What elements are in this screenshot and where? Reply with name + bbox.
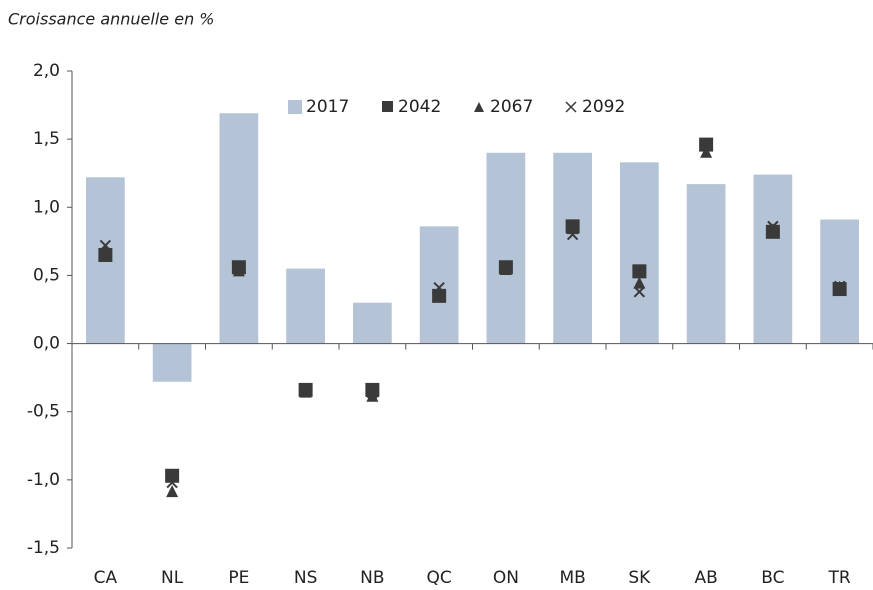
- x-tick-label: ON: [493, 568, 519, 588]
- y-tick-label: 0,5: [33, 265, 60, 285]
- x-tick-label: SK: [628, 568, 651, 588]
- legend-label: 2042: [398, 97, 441, 117]
- marker-triangle: [766, 223, 779, 236]
- x-tick-label: NB: [360, 568, 384, 588]
- bar: [353, 302, 392, 344]
- x-tick-label: PE: [228, 568, 249, 588]
- y-tick-label: 2,0: [33, 61, 60, 81]
- marker-triangle: [700, 145, 713, 158]
- legend-swatch: [565, 101, 577, 113]
- x-tick-label: NL: [161, 568, 184, 588]
- marker-square: [632, 264, 647, 279]
- marker-x: [166, 476, 178, 489]
- y-tick-label: 1,0: [33, 197, 60, 217]
- x-tick-label: AB: [694, 568, 717, 588]
- marker-x: [366, 386, 379, 399]
- marker-x: [633, 286, 646, 298]
- y-tick-label: -1,0: [27, 470, 60, 490]
- x-tick-label: TR: [828, 568, 851, 588]
- y-tick-label: 1,5: [33, 129, 60, 149]
- marker-x: [500, 262, 512, 275]
- y-tick-label: -0,5: [27, 402, 60, 422]
- x-tick-label: CA: [94, 568, 118, 588]
- marker-x: [233, 262, 245, 275]
- marker-triangle: [633, 276, 646, 289]
- marker-triangle: [99, 243, 112, 256]
- legend-label: 2067: [490, 97, 533, 117]
- marker-triangle: [166, 485, 179, 498]
- y-tick-label: 0,0: [33, 334, 60, 354]
- marker-triangle: [433, 286, 446, 299]
- y-tick-label: -1,5: [27, 538, 60, 558]
- bar: [553, 152, 592, 344]
- marker-x: [566, 228, 579, 241]
- x-tick-label: QC: [426, 568, 451, 588]
- marker-x: [700, 140, 712, 152]
- legend-label: 2017: [306, 97, 349, 117]
- marker-triangle: [232, 264, 245, 277]
- marker-x: [433, 281, 445, 294]
- marker-x: [99, 239, 112, 252]
- legend-swatch: [382, 101, 393, 112]
- legend-swatch: [288, 100, 302, 114]
- x-tick-label: BC: [761, 568, 784, 588]
- bar: [286, 268, 325, 344]
- bar: [686, 184, 726, 344]
- bar: [419, 226, 459, 344]
- legend-label: 2092: [582, 97, 625, 117]
- x-tick-label: MB: [559, 568, 585, 588]
- marker-square: [165, 468, 180, 483]
- bar: [486, 152, 526, 344]
- legend-swatch: [474, 102, 484, 112]
- chart-title: Croissance annuelle en %: [8, 10, 215, 29]
- bar: [753, 174, 793, 344]
- bar: [152, 343, 192, 382]
- marker-x: [767, 220, 779, 233]
- marker-triangle: [366, 389, 379, 402]
- bar: [219, 113, 259, 344]
- marker-x: [833, 280, 846, 293]
- x-tick-label: NS: [294, 568, 318, 588]
- bar: [620, 162, 659, 344]
- marker-x: [299, 385, 312, 397]
